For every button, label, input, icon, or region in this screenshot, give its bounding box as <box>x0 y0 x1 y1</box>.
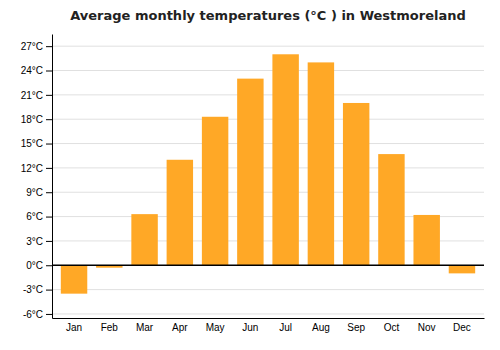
y-tick: 27°C <box>21 41 52 52</box>
bar <box>202 117 228 265</box>
x-tick-label: Feb <box>101 322 119 333</box>
y-axis: -6°C -3°C 0°C 3°C 6°C 9°C 12°C 15°C 18°C 21°C 24°C… <box>21 35 53 320</box>
y-tick: 21°C <box>21 90 52 101</box>
grid-line <box>52 265 484 266</box>
x-tick: Dec <box>453 322 471 333</box>
x-tick: Jun <box>242 322 258 333</box>
x-tick-label: Apr <box>172 322 188 333</box>
bar <box>237 79 263 266</box>
x-tick: Nov <box>418 322 436 333</box>
y-tick-mark <box>46 314 52 315</box>
x-tick-label: Jul <box>279 322 292 333</box>
grid-line <box>52 70 484 71</box>
grid-line <box>52 119 484 120</box>
x-axis-line <box>53 318 485 319</box>
grid-line <box>52 167 484 168</box>
y-tick-mark <box>46 46 52 47</box>
y-tick-mark <box>46 119 52 120</box>
x-tick-label: Jun <box>242 322 258 333</box>
y-tick-mark <box>46 290 52 291</box>
grid-line <box>52 192 484 193</box>
x-axis: Jan Feb Mar Apr May Jun Jul Aug Sep Oct Nov Dec <box>53 319 485 334</box>
x-tick-label: May <box>206 322 225 333</box>
bar <box>449 265 475 273</box>
y-tick-label: -3°C <box>23 284 43 295</box>
bar <box>413 215 439 265</box>
x-tick-label: Aug <box>312 322 330 333</box>
y-tick-label: 24°C <box>21 65 43 76</box>
y-tick-mark <box>46 168 52 169</box>
x-tick-label: Nov <box>418 322 436 333</box>
chart: -6°C -3°C 0°C 3°C 6°C 9°C 12°C 15°C 18°C 21°C 24°C… <box>0 0 500 350</box>
y-tick-mark <box>46 144 52 145</box>
y-tick: -3°C <box>23 284 52 295</box>
y-tick: -6°C <box>23 309 52 320</box>
x-tick: Jul <box>279 322 292 333</box>
y-tick-mark <box>46 241 52 242</box>
y-tick-label: 21°C <box>21 90 43 101</box>
y-tick-mark <box>46 265 52 266</box>
x-tick: Mar <box>136 322 154 333</box>
x-tick-label: Jan <box>66 322 82 333</box>
grid <box>52 46 484 314</box>
y-axis-line <box>52 35 53 319</box>
x-tick: Sep <box>347 322 365 333</box>
y-tick-label: 6°C <box>26 211 43 222</box>
y-tick-label: 27°C <box>21 41 43 52</box>
y-tick-mark <box>46 95 52 96</box>
y-tick: 6°C <box>26 211 52 222</box>
x-tick-label: Sep <box>347 322 365 333</box>
y-tick-label: 9°C <box>26 187 43 198</box>
x-tick-label: Dec <box>453 322 471 333</box>
y-tick-mark <box>46 192 52 193</box>
y-tick: 0°C <box>26 260 52 271</box>
x-tick: Feb <box>101 322 119 333</box>
y-tick-label: 12°C <box>21 163 43 174</box>
y-tick: 18°C <box>21 114 52 125</box>
bar <box>343 103 369 265</box>
x-tick-label: Mar <box>136 322 154 333</box>
bar <box>272 54 298 265</box>
x-tick: May <box>206 322 225 333</box>
plot: -6°C -3°C 0°C 3°C 6°C 9°C 12°C 15°C 18°C 21°C 24°C… <box>21 35 485 334</box>
y-tick: 15°C <box>21 138 52 149</box>
y-tick: 3°C <box>26 236 52 247</box>
grid-line <box>52 289 484 290</box>
x-tick: Oct <box>384 322 400 333</box>
grid-line <box>52 143 484 144</box>
y-tick: 9°C <box>26 187 52 198</box>
x-tick: Jan <box>66 322 82 333</box>
bar <box>61 265 87 293</box>
y-tick-label: 3°C <box>26 236 43 247</box>
x-tick: Apr <box>172 322 188 333</box>
grid-line <box>52 94 484 95</box>
y-tick: 24°C <box>21 65 52 76</box>
bar <box>131 214 157 265</box>
y-tick-mark <box>46 71 52 72</box>
bar <box>378 154 404 265</box>
grid-line <box>52 46 484 47</box>
y-tick-label: -6°C <box>23 309 43 320</box>
bar <box>308 62 334 265</box>
x-tick-label: Oct <box>384 322 400 333</box>
grid-line <box>52 313 484 314</box>
title: Average monthly temperatures (°C ) in We… <box>70 8 466 23</box>
y-tick-label: 0°C <box>26 260 43 271</box>
y-tick-mark <box>46 217 52 218</box>
y-tick-label: 18°C <box>21 114 43 125</box>
bar <box>167 160 193 265</box>
x-tick: Aug <box>312 322 330 333</box>
y-tick-label: 15°C <box>21 138 43 149</box>
bars <box>61 54 475 293</box>
y-tick: 12°C <box>21 163 52 174</box>
zero-line <box>52 265 484 267</box>
